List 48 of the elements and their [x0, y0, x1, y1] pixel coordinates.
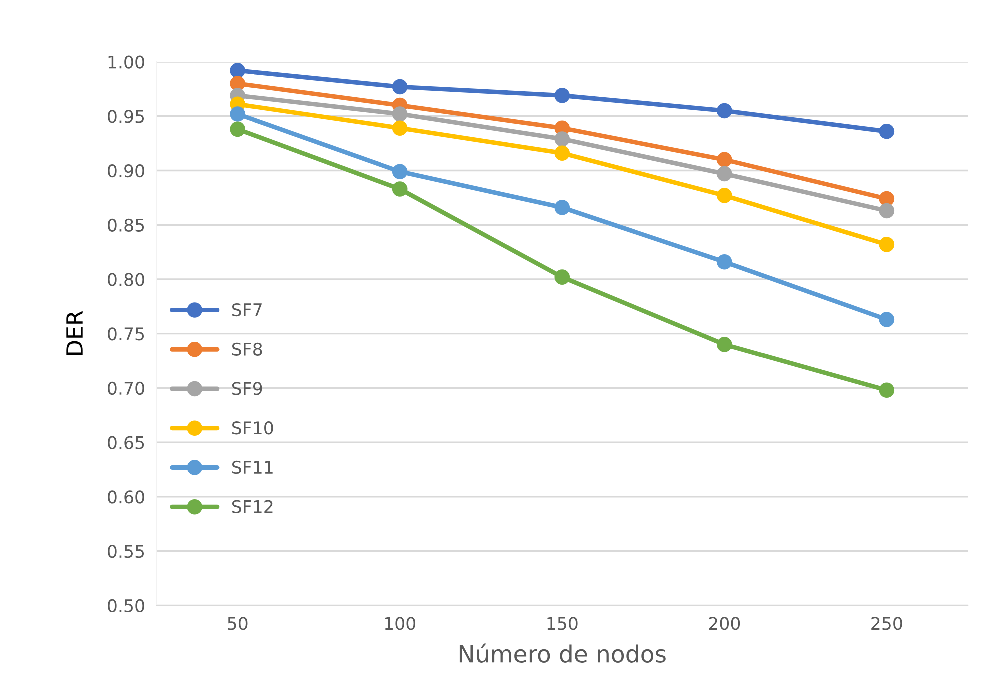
point [392, 164, 408, 180]
x-tick-label: 50 [228, 617, 248, 630]
legend-label: SF10 [232, 422, 274, 435]
x-tick-label: 200 [709, 617, 740, 630]
point [392, 120, 408, 136]
point [554, 270, 570, 285]
point [879, 382, 895, 398]
x-tick-label: 100 [385, 617, 416, 630]
point [554, 132, 570, 147]
y-axis-title: DER [66, 311, 83, 355]
y-tick-label: 1.00 [108, 56, 144, 69]
x-tick-label: 250 [872, 617, 902, 630]
y-tick-label: 0.95 [108, 110, 144, 124]
point [879, 312, 895, 328]
y-tick-label: 0.65 [108, 436, 144, 450]
point [230, 106, 246, 122]
point [392, 182, 408, 197]
point [717, 254, 732, 270]
legend-label: SF11 [232, 460, 273, 474]
x-axis-title: Número de nodos [460, 644, 666, 663]
point [717, 103, 732, 119]
y-tick-label: 0.50 [108, 599, 144, 613]
point [392, 106, 408, 122]
legend-label: SF9 [232, 382, 262, 396]
point [554, 146, 570, 161]
point [230, 122, 246, 138]
y-tick-label: 0.75 [108, 328, 144, 341]
point [717, 188, 732, 204]
point [392, 79, 408, 95]
y-tick-label: 0.70 [108, 382, 144, 396]
point [879, 124, 895, 140]
point [879, 237, 895, 252]
point [230, 63, 246, 78]
y-tick-label: 0.80 [108, 273, 144, 286]
y-tick-label: 0.85 [108, 218, 144, 232]
point [554, 88, 570, 104]
x-tick-label: 150 [548, 617, 578, 630]
point [879, 203, 895, 219]
point [717, 337, 732, 352]
y-tick-label: 0.55 [108, 545, 144, 558]
y-tick-label: 0.90 [108, 164, 144, 178]
legend-label: SF7 [232, 303, 262, 317]
y-tick-label: 0.60 [108, 490, 144, 504]
legend-label: SF12 [232, 500, 273, 514]
point [554, 200, 570, 216]
point [717, 152, 732, 168]
legend-label: SF8 [232, 342, 262, 356]
point [717, 166, 732, 182]
